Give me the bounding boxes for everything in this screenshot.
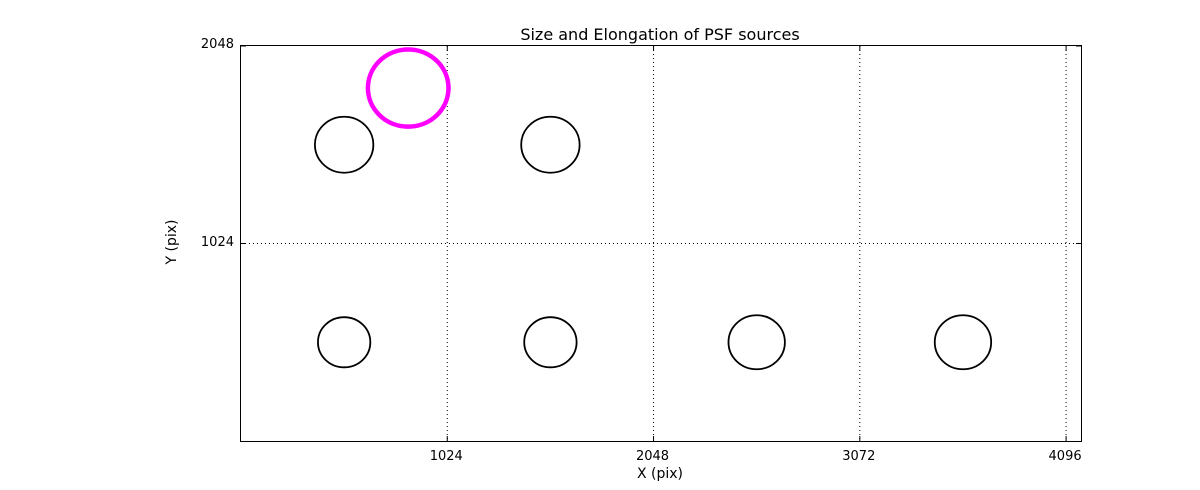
highlighted-psf-source — [365, 47, 451, 129]
plot-canvas — [241, 46, 1081, 441]
x-tick-label: 1024 — [429, 449, 463, 464]
plot-area — [240, 45, 1082, 442]
psf-source — [317, 316, 372, 369]
y-axis-label: Y (pix) — [164, 219, 180, 265]
x-tick-label: 3072 — [842, 449, 876, 464]
y-tick-label: 2048 — [200, 37, 234, 52]
x-tick-label: 2048 — [635, 449, 670, 464]
x-tick-label: 4096 — [1048, 449, 1082, 464]
psf-source — [523, 316, 578, 369]
psf-source — [727, 314, 786, 371]
psf-source — [314, 115, 375, 174]
psf-source — [933, 314, 993, 371]
psf-source — [520, 115, 581, 174]
y-tick-label: 1024 — [200, 234, 234, 250]
chart-title: Size and Elongation of PSF sources — [520, 25, 800, 44]
x-axis-label: X (pix) — [636, 466, 684, 482]
